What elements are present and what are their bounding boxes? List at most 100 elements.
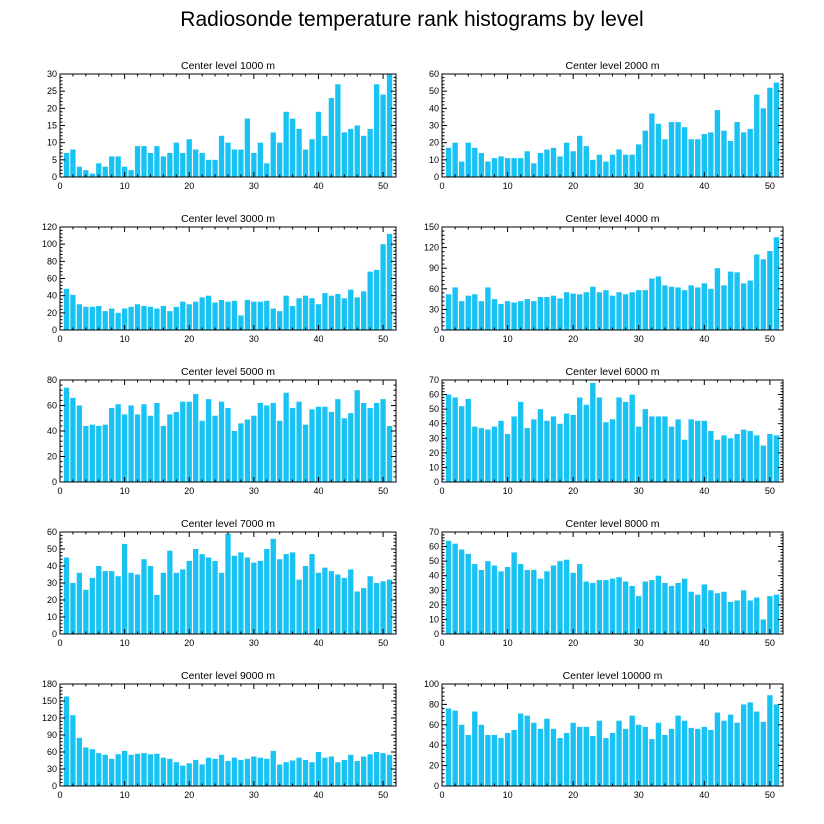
bar bbox=[603, 422, 609, 482]
bar bbox=[754, 597, 760, 634]
bar bbox=[649, 739, 655, 786]
bar bbox=[675, 122, 681, 177]
x-tick-label: 10 bbox=[503, 181, 513, 191]
bar bbox=[524, 299, 530, 330]
y-tick-label: 30 bbox=[429, 433, 439, 443]
bar bbox=[570, 151, 576, 177]
bar bbox=[141, 404, 147, 482]
bar bbox=[740, 132, 747, 177]
bar bbox=[102, 311, 108, 330]
y-tick-label: 60 bbox=[47, 527, 57, 537]
bar bbox=[655, 123, 662, 177]
bar bbox=[498, 420, 504, 482]
bar bbox=[102, 166, 108, 177]
bar bbox=[386, 425, 393, 482]
bar bbox=[550, 565, 557, 634]
bar bbox=[109, 308, 115, 330]
bar bbox=[76, 166, 83, 177]
bar bbox=[328, 411, 335, 483]
x-tick-label: 30 bbox=[249, 334, 259, 344]
bar bbox=[309, 298, 315, 330]
y-tick-label: 50 bbox=[429, 556, 439, 566]
bar bbox=[649, 580, 655, 634]
bar bbox=[160, 757, 167, 786]
bar bbox=[141, 559, 147, 634]
bar bbox=[193, 394, 199, 482]
bar bbox=[590, 286, 596, 330]
x-tick-label: 0 bbox=[439, 638, 444, 648]
bar bbox=[557, 156, 563, 177]
bar bbox=[544, 571, 550, 634]
y-tick-label: 0 bbox=[52, 172, 57, 182]
y-tick-label: 5 bbox=[52, 155, 57, 165]
bar bbox=[380, 753, 386, 786]
x-tick-label: 30 bbox=[249, 181, 259, 191]
bar bbox=[609, 419, 616, 482]
bar bbox=[154, 594, 160, 634]
bar bbox=[740, 429, 747, 482]
bar bbox=[465, 295, 471, 330]
bar bbox=[754, 94, 760, 177]
bar bbox=[662, 416, 668, 482]
bar bbox=[257, 402, 263, 482]
bar bbox=[199, 420, 205, 482]
x-tick-label: 0 bbox=[57, 790, 62, 800]
bar bbox=[458, 301, 465, 330]
bar bbox=[70, 294, 76, 330]
y-tick-label: 10 bbox=[429, 155, 439, 165]
bar bbox=[590, 159, 596, 177]
x-tick-label: 30 bbox=[634, 486, 644, 496]
bar bbox=[445, 540, 452, 634]
bar bbox=[367, 754, 373, 786]
bar bbox=[296, 128, 302, 177]
bar bbox=[511, 552, 517, 634]
bar bbox=[472, 147, 478, 177]
bar bbox=[544, 420, 550, 482]
x-tick-label: 40 bbox=[699, 334, 709, 344]
y-tick-label: 15 bbox=[47, 121, 57, 131]
bar bbox=[570, 293, 576, 330]
x-tick-label: 0 bbox=[439, 334, 444, 344]
bar bbox=[244, 419, 251, 482]
bar bbox=[380, 244, 386, 330]
bar bbox=[205, 295, 212, 330]
bar bbox=[328, 98, 335, 177]
bar bbox=[141, 305, 147, 330]
bar bbox=[491, 565, 498, 634]
bar bbox=[518, 158, 524, 177]
y-tick-label: 0 bbox=[52, 325, 57, 335]
bar bbox=[264, 163, 270, 177]
y-tick-label: 10 bbox=[429, 614, 439, 624]
bar bbox=[335, 293, 341, 330]
bar bbox=[681, 720, 688, 786]
bar bbox=[465, 553, 471, 634]
bar bbox=[445, 708, 452, 786]
bar bbox=[218, 754, 225, 786]
bar bbox=[128, 170, 134, 177]
bar bbox=[167, 758, 173, 786]
panel-title: Center level 4000 m bbox=[566, 213, 660, 225]
bar bbox=[238, 759, 244, 786]
bar bbox=[141, 753, 147, 786]
bar bbox=[472, 711, 478, 786]
bar bbox=[186, 401, 192, 482]
bar bbox=[225, 533, 231, 634]
bar bbox=[89, 749, 95, 786]
bar bbox=[361, 135, 367, 177]
y-tick-label: 40 bbox=[429, 103, 439, 113]
bar bbox=[734, 600, 740, 634]
bar bbox=[740, 590, 747, 634]
bar bbox=[270, 132, 276, 177]
bar bbox=[636, 290, 642, 330]
bar bbox=[727, 438, 734, 482]
bar bbox=[472, 294, 478, 330]
bar bbox=[270, 750, 276, 786]
bar bbox=[109, 571, 115, 634]
bar bbox=[616, 149, 622, 177]
bar bbox=[173, 762, 179, 786]
bar bbox=[747, 128, 753, 177]
bar bbox=[622, 401, 629, 482]
bar bbox=[341, 759, 347, 786]
y-tick-label: 30 bbox=[47, 578, 57, 588]
y-tick-label: 20 bbox=[47, 103, 57, 113]
